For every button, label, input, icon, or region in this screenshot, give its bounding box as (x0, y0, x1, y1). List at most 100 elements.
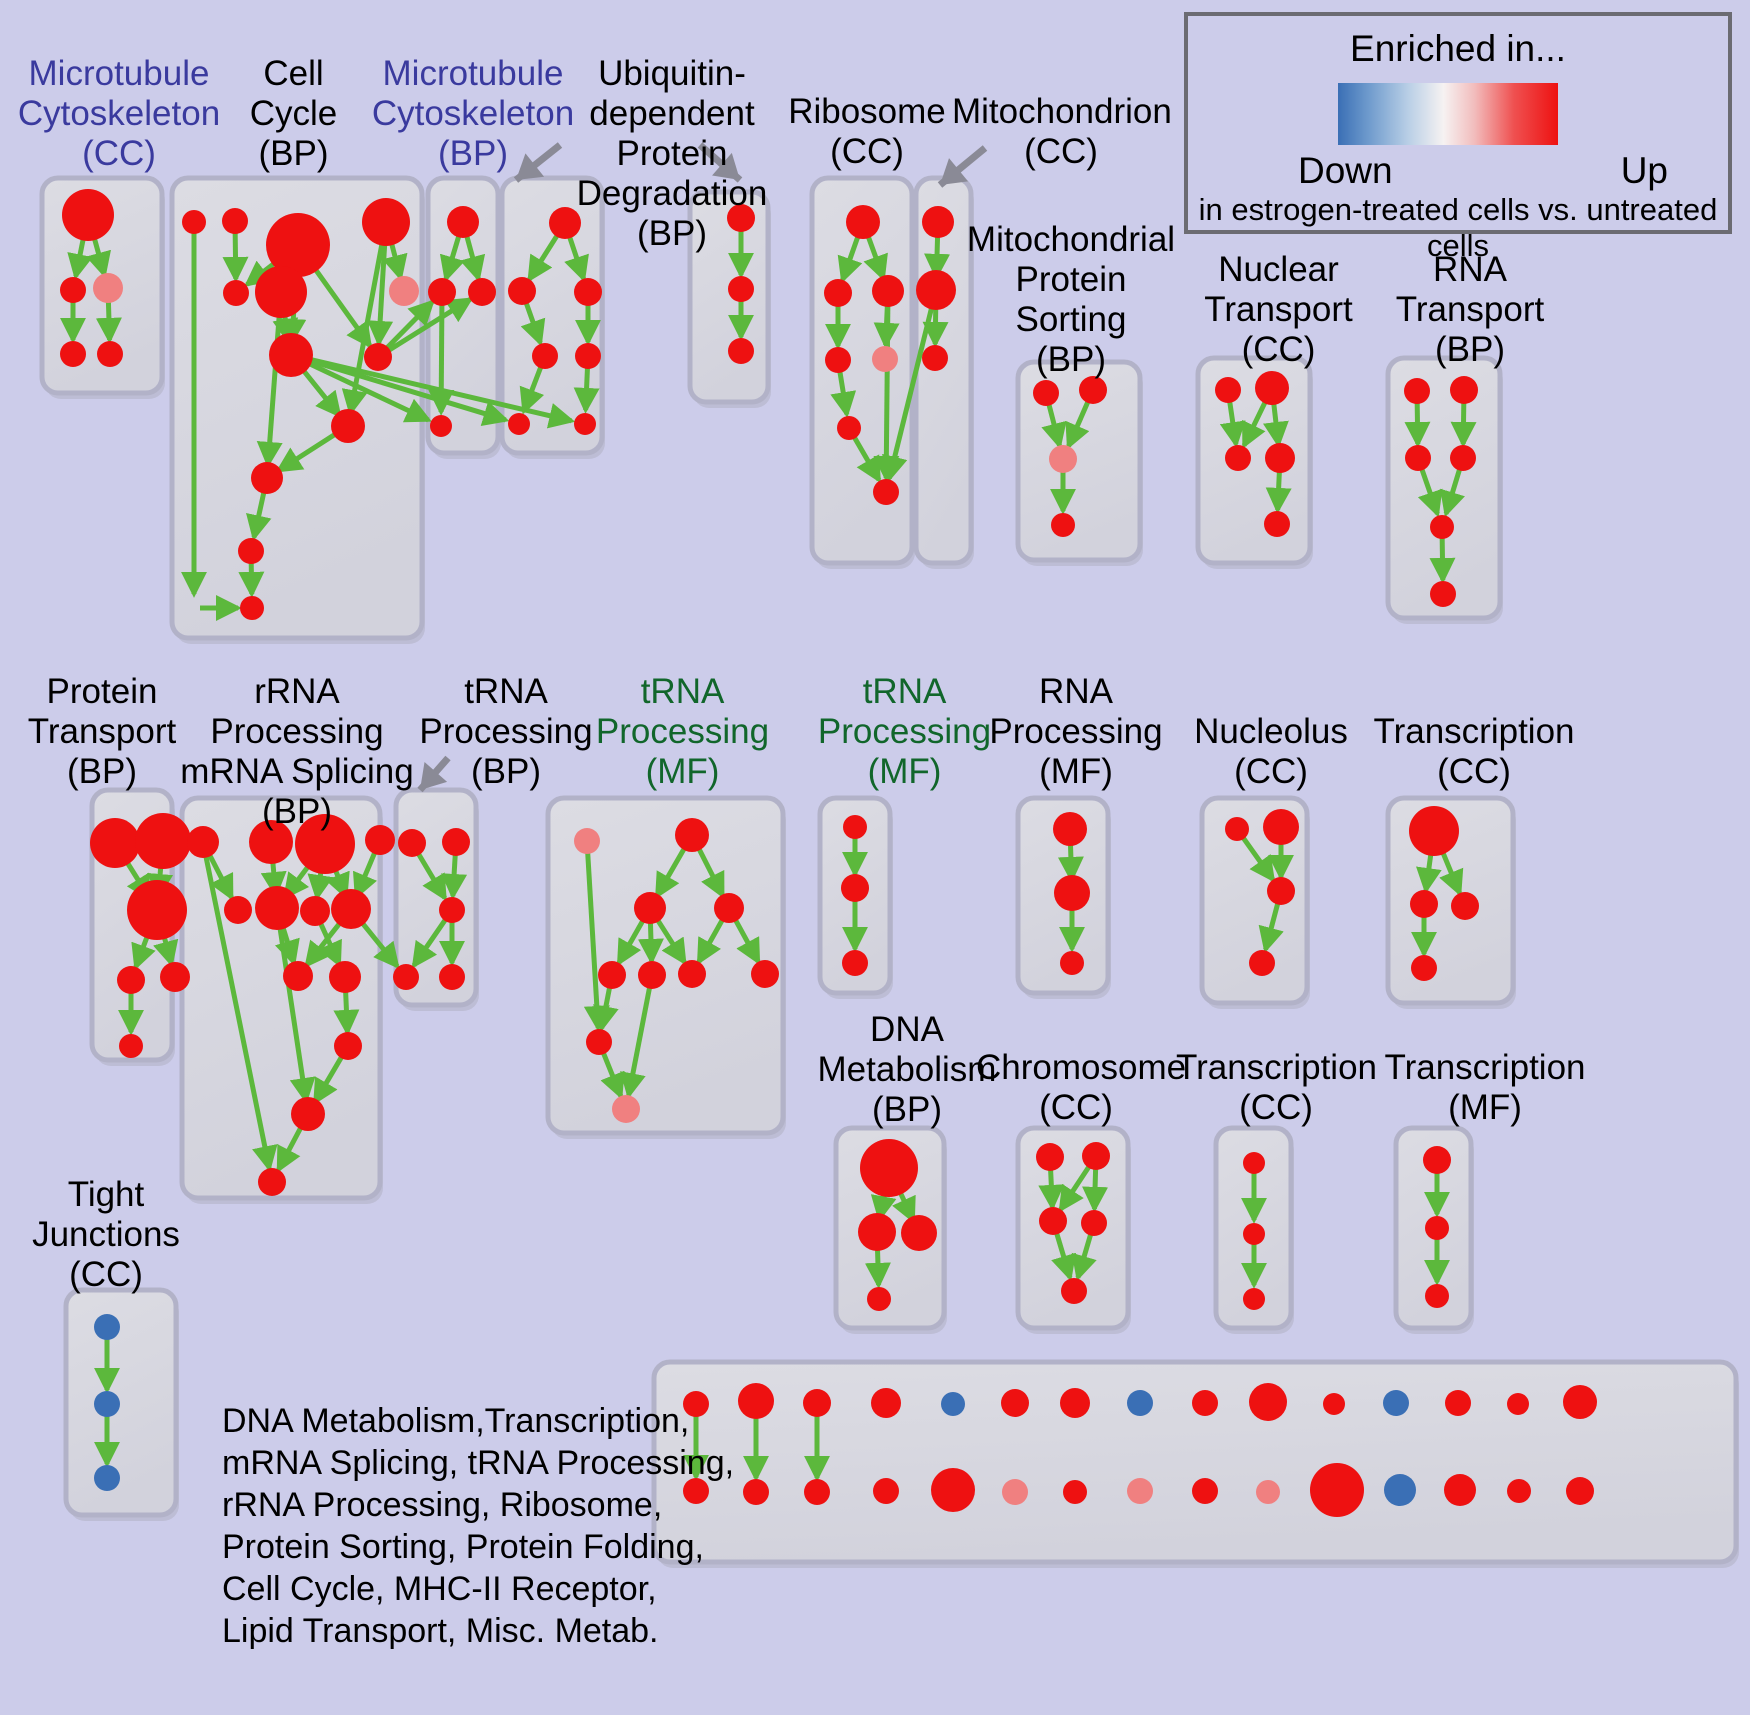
network-node[interactable] (1507, 1479, 1531, 1503)
network-node[interactable] (846, 205, 880, 239)
network-node[interactable] (442, 828, 470, 856)
network-node[interactable] (238, 538, 264, 564)
network-node[interactable] (398, 829, 426, 857)
network-node[interactable] (1215, 377, 1241, 403)
network-node[interactable] (1411, 955, 1437, 981)
network-node[interactable] (300, 896, 330, 926)
network-node[interactable] (1566, 1477, 1594, 1505)
network-node[interactable] (187, 826, 219, 858)
network-node[interactable] (94, 1314, 120, 1340)
network-node[interactable] (1323, 1393, 1345, 1415)
network-node[interactable] (1001, 1389, 1029, 1417)
network-node[interactable] (1384, 1474, 1416, 1506)
network-node[interactable] (1060, 951, 1084, 975)
network-node[interactable] (291, 1097, 325, 1131)
network-node[interactable] (428, 278, 456, 306)
network-node[interactable] (825, 347, 851, 373)
network-node[interactable] (93, 273, 123, 303)
network-node[interactable] (240, 596, 264, 620)
network-node[interactable] (97, 341, 123, 367)
network-node[interactable] (575, 343, 601, 369)
network-node[interactable] (266, 213, 330, 277)
network-node[interactable] (119, 1034, 143, 1058)
network-node[interactable] (683, 1391, 709, 1417)
network-node[interactable] (714, 893, 744, 923)
network-node[interactable] (728, 338, 754, 364)
network-node[interactable] (634, 892, 666, 924)
network-node[interactable] (842, 950, 868, 976)
network-node[interactable] (549, 207, 581, 239)
network-node[interactable] (365, 825, 395, 855)
network-node[interactable] (508, 413, 530, 435)
network-node[interactable] (331, 889, 371, 929)
network-node[interactable] (1410, 890, 1438, 918)
network-node[interactable] (1002, 1479, 1028, 1505)
network-node[interactable] (1192, 1478, 1218, 1504)
network-node[interactable] (1383, 1390, 1409, 1416)
network-node[interactable] (1051, 513, 1075, 537)
network-node[interactable] (574, 278, 602, 306)
network-node[interactable] (223, 280, 249, 306)
network-node[interactable] (258, 1168, 286, 1196)
network-node[interactable] (1053, 812, 1087, 846)
network-node[interactable] (678, 960, 706, 988)
network-node[interactable] (1192, 1390, 1218, 1416)
network-node[interactable] (1451, 892, 1479, 920)
network-node[interactable] (1256, 1480, 1280, 1504)
network-node[interactable] (283, 961, 313, 991)
network-node[interactable] (94, 1465, 120, 1491)
network-node[interactable] (1243, 1288, 1265, 1310)
network-node[interactable] (60, 277, 86, 303)
network-node[interactable] (1423, 1146, 1451, 1174)
network-node[interactable] (430, 415, 452, 437)
network-node[interactable] (941, 1392, 965, 1416)
network-node[interactable] (922, 345, 948, 371)
network-node[interactable] (117, 966, 145, 994)
network-node[interactable] (1243, 1223, 1265, 1245)
network-node[interactable] (1430, 515, 1454, 539)
network-node[interactable] (295, 814, 355, 874)
network-node[interactable] (1444, 1474, 1476, 1506)
network-node[interactable] (1255, 371, 1289, 405)
network-node[interactable] (675, 818, 709, 852)
network-node[interactable] (867, 1287, 891, 1311)
network-node[interactable] (160, 962, 190, 992)
network-node[interactable] (329, 961, 361, 993)
network-node[interactable] (858, 1213, 896, 1251)
network-node[interactable] (1264, 511, 1290, 537)
network-node[interactable] (468, 278, 496, 306)
network-node[interactable] (334, 1032, 362, 1060)
network-node[interactable] (362, 198, 410, 246)
network-node[interactable] (135, 813, 191, 869)
network-node[interactable] (62, 189, 114, 241)
network-node[interactable] (508, 277, 536, 305)
network-node[interactable] (1082, 1142, 1110, 1170)
network-node[interactable] (727, 204, 755, 232)
network-node[interactable] (931, 1468, 975, 1512)
network-node[interactable] (393, 964, 419, 990)
network-node[interactable] (222, 208, 248, 234)
network-node[interactable] (901, 1215, 937, 1251)
network-node[interactable] (1310, 1463, 1364, 1517)
network-node[interactable] (1036, 1143, 1064, 1171)
network-node[interactable] (860, 1139, 918, 1197)
network-node[interactable] (916, 270, 956, 310)
network-node[interactable] (60, 341, 86, 367)
network-node[interactable] (1127, 1478, 1153, 1504)
network-node[interactable] (1430, 581, 1456, 607)
network-node[interactable] (1563, 1385, 1597, 1419)
network-node[interactable] (447, 206, 479, 238)
network-node[interactable] (1450, 376, 1478, 404)
network-node[interactable] (598, 961, 626, 989)
network-node[interactable] (255, 886, 299, 930)
network-node[interactable] (751, 960, 779, 988)
network-node[interactable] (1243, 1152, 1265, 1174)
network-node[interactable] (1265, 443, 1295, 473)
network-node[interactable] (873, 1478, 899, 1504)
network-node[interactable] (1081, 1210, 1107, 1236)
network-node[interactable] (1225, 817, 1249, 841)
network-node[interactable] (1507, 1393, 1529, 1415)
network-node[interactable] (1079, 376, 1107, 404)
network-node[interactable] (1450, 445, 1476, 471)
network-node[interactable] (1060, 1388, 1090, 1418)
